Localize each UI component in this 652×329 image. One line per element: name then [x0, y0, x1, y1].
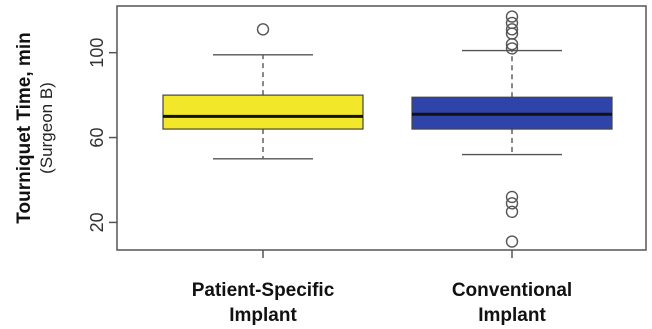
- outlier-point: [505, 23, 519, 36]
- outlier-point: [505, 205, 519, 219]
- category-label-line2: Implant: [229, 305, 297, 326]
- box-group: [411, 10, 613, 248]
- outlier-point: [505, 16, 519, 30]
- y-axis-label-group: Tourniquet Time, min (Surgeon B): [14, 32, 56, 223]
- iqr-box: [162, 94, 364, 130]
- category-label-line1: Patient-Specific: [192, 280, 335, 301]
- y-tick-label: 100: [87, 38, 107, 68]
- outlier-point: [505, 10, 519, 23]
- y-tick-label: 20: [87, 212, 107, 232]
- category-label-line1: Conventional: [452, 280, 572, 301]
- outlier-point: [505, 235, 519, 248]
- y-tick-label: 60: [87, 128, 107, 148]
- category-label-line2: Implant: [478, 305, 546, 326]
- y-axis: 20 60 100: [87, 38, 117, 232]
- boxes: [162, 10, 613, 248]
- y-axis-label: Tourniquet Time, min: [14, 32, 35, 223]
- y-axis-sublabel: (Surgeon B): [37, 82, 56, 174]
- outlier-point: [505, 42, 519, 55]
- x-axis: Patient-Specific Implant Conventional Impla…: [192, 250, 572, 326]
- outlier-point: [505, 190, 519, 204]
- outlier-point: [256, 23, 270, 36]
- outlier-point: [505, 37, 519, 51]
- box-group: [162, 23, 364, 160]
- plot-frame: [116, 5, 647, 251]
- outlier-point: [505, 197, 519, 210]
